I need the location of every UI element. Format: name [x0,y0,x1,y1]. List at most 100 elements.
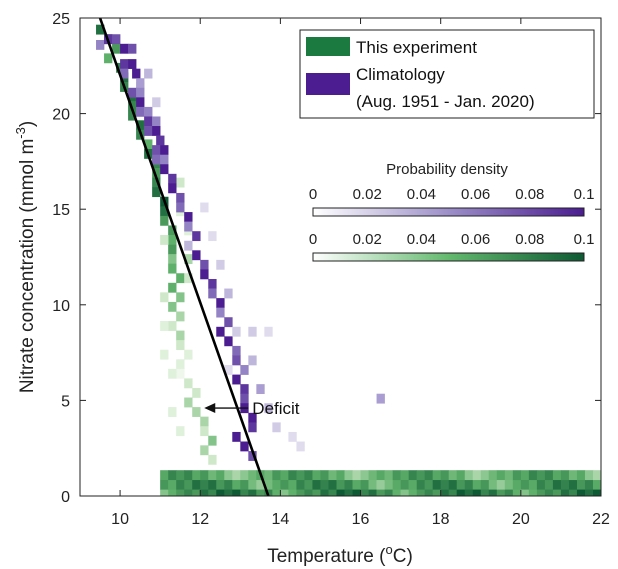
experiment-cell [456,479,466,490]
y-tick-label: 0 [61,489,70,506]
experiment-cell [184,470,193,481]
climatology-cell [160,154,169,165]
experiment-cell [512,479,522,490]
experiment-cell [536,479,546,490]
climatology-cell [136,97,145,108]
experiment-cell [528,470,538,481]
y-tick-label: 25 [52,11,70,28]
climatology-cell [240,441,249,452]
climatology-cell [152,116,161,127]
experiment-cell [224,489,233,496]
colorbars: Probability density 0 0.02 0.04 0.06 0.08 0.1… [309,161,595,262]
climatology-cell [200,259,209,270]
experiment-cell [400,489,409,496]
experiment-cell [240,470,249,481]
colorbar-title: Probability density [386,161,508,178]
experiment-cell [200,445,209,456]
experiment-cell [488,470,498,481]
experiment-cell [552,479,562,490]
climatology-cell [216,326,225,337]
experiment-cell [472,489,482,496]
climatology-cell [232,345,241,356]
experiment-cell [168,301,177,312]
experiment-cell [544,470,554,481]
experiment-cell [160,321,169,331]
experiment-cell [584,489,594,496]
climatology-cell [128,59,137,69]
experiment-cell [496,489,506,496]
climatology-cell [224,317,233,328]
experiment-cell [408,479,417,490]
colorbar-tick-label: 0.04 [407,231,436,248]
experiment-cell [496,479,506,490]
experiment-cell [552,470,562,481]
experiment-cell [384,479,393,490]
experiment-cell [296,470,305,481]
experiment-cell [488,479,498,490]
climatology-cell [120,59,129,69]
experiment-cell [344,479,353,490]
experiment-cell [168,407,177,417]
experiment-cell [544,479,554,490]
climatology-cell [248,451,257,461]
experiment-cell [176,368,185,379]
experiment-cell [256,489,265,496]
experiment-cell [320,470,329,481]
experiment-cell [176,330,185,341]
experiment-cell [168,282,177,293]
x-tick-label: 14 [271,511,289,528]
experiment-cell [432,479,441,490]
experiment-cell [528,489,538,496]
experiment-cell [568,479,578,490]
climatology-cell [264,326,273,337]
experiment-cell [184,489,193,496]
experiment-cell [336,489,345,496]
experiment-cell [536,489,546,496]
experiment-cell [96,24,105,35]
colorbar-tick-label: 0.04 [407,186,436,203]
climatology-cell [240,365,249,375]
colorbar-tick-label: 0.1 [574,231,595,248]
experiment-cell [288,470,297,481]
experiment-cell [536,470,546,481]
experiment-cell [176,273,185,284]
experiment-cell [152,177,161,188]
experiment-cell [296,479,305,490]
experiment-cell [200,416,209,427]
experiment-cell [240,489,249,496]
experiment-cell [504,479,514,490]
experiment-cell [208,470,217,481]
experiment-cell [592,489,601,496]
climatology-cell [288,431,297,442]
climatology-cell [128,43,137,54]
x-tick-label: 10 [111,511,129,528]
climatology-cell [240,393,249,404]
experiment-cell [368,489,377,496]
experiment-cell [336,470,345,481]
experiment-cell [464,489,474,496]
y-tick-label: 10 [52,298,70,315]
experiment-cell [456,470,466,481]
experiment-cell [512,489,522,496]
deficit-arrow-head [204,403,216,414]
colorbar-green [312,252,585,262]
experiment-cell [504,470,514,481]
experiment-cell [448,479,458,490]
experiment-cell [560,470,570,481]
y-axis-title-sup: -3 [13,127,28,139]
climatology-cell [184,240,193,251]
experiment-cell [176,479,185,490]
experiment-cell [168,479,177,490]
colorbar-tick-label: 0.1 [574,186,595,203]
colorbar-tick-label: 0 [309,186,317,203]
experiment-cell [184,378,193,389]
climatology-cell [144,126,153,136]
experiment-cell [168,470,177,481]
experiment-cell [504,489,514,496]
experiment-cell [400,470,409,481]
experiment-cell [344,470,353,481]
legend-label-experiment: This experiment [356,38,477,57]
experiment-cell [280,489,289,496]
climatology-cell [184,212,193,222]
climatology-cell [208,278,217,289]
